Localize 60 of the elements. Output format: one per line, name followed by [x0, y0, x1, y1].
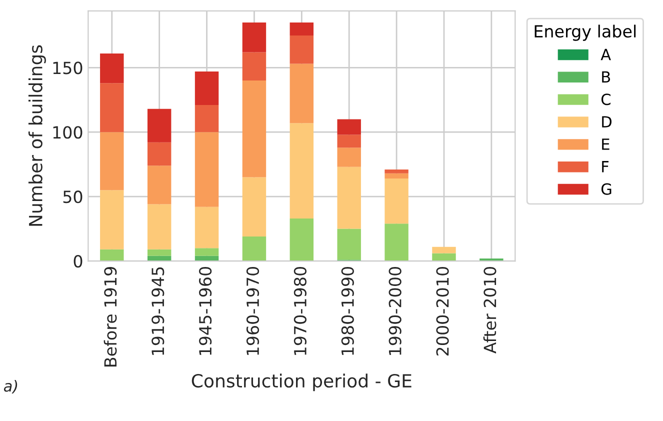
x-tick-label: 1960-1970	[246, 266, 260, 355]
bar	[147, 142, 172, 166]
bar	[384, 170, 408, 174]
x-tick-label: 1980-1990	[341, 266, 354, 355]
bar	[384, 224, 408, 262]
bar	[337, 166, 361, 229]
bar	[100, 132, 124, 190]
bar	[147, 166, 172, 204]
bar	[337, 134, 361, 148]
x-axis-title: Construction period - GE	[192, 374, 412, 392]
bar	[384, 178, 408, 224]
x-tick-label: 1945-1960	[199, 266, 212, 355]
legend-label: F	[602, 161, 609, 172]
bar	[290, 35, 314, 64]
bar	[194, 206, 219, 248]
bar	[147, 249, 172, 256]
bar	[242, 22, 266, 52]
y-tick-label: 50	[63, 190, 82, 204]
x-tick-label: Before 1919	[104, 267, 117, 366]
legend-label: C	[601, 94, 610, 106]
y-tick-label: 0	[74, 254, 82, 268]
y-axis-title: Number of buildings	[28, 45, 46, 226]
x-tick-label: 1919-1945	[152, 267, 164, 355]
legend-label: A	[600, 48, 611, 60]
bar	[147, 108, 172, 142]
bar	[100, 190, 124, 250]
y-tick-label: 150	[53, 62, 82, 74]
bar	[100, 53, 124, 84]
legend-label: G	[601, 183, 612, 195]
x-tick-label: 1970-1980	[294, 266, 306, 355]
bar	[384, 173, 408, 179]
bar	[100, 83, 124, 132]
bar	[337, 228, 361, 260]
bar	[194, 132, 219, 207]
bar	[290, 64, 314, 124]
y-tick-label: 100	[53, 126, 82, 139]
bar	[432, 253, 456, 262]
bar	[337, 119, 361, 135]
legend-label: B	[602, 71, 610, 82]
legend-title: Energy label	[534, 24, 636, 41]
bar	[194, 248, 219, 256]
bar	[242, 177, 266, 237]
text: a)	[4, 380, 18, 394]
bar	[147, 204, 172, 250]
legend-label: E	[602, 138, 610, 150]
bar	[337, 148, 361, 167]
bar	[432, 246, 456, 254]
bar	[242, 52, 266, 81]
bar	[100, 249, 124, 262]
bar	[290, 218, 314, 262]
bar	[194, 105, 219, 132]
bar	[194, 72, 219, 106]
x-tick-label: After 2010	[483, 266, 496, 354]
bar	[290, 22, 314, 36]
legend-label: D	[602, 116, 612, 128]
x-tick-label: 2000-2010	[436, 266, 449, 356]
bar	[242, 236, 266, 262]
bar	[242, 80, 266, 178]
x-tick-label: 1990-2000	[388, 266, 402, 355]
bar	[290, 123, 314, 218]
